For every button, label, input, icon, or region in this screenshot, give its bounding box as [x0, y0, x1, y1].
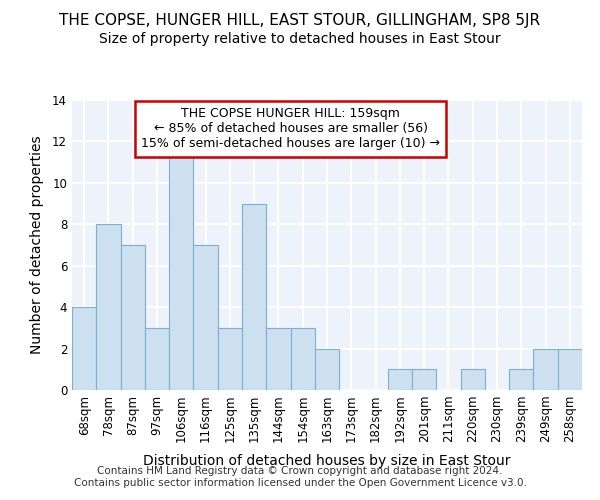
Bar — [461, 370, 485, 390]
Bar — [266, 328, 290, 390]
Bar — [121, 245, 145, 390]
Text: Contains HM Land Registry data © Crown copyright and database right 2024.
Contai: Contains HM Land Registry data © Crown c… — [74, 466, 526, 487]
Bar — [218, 328, 242, 390]
Text: THE COPSE HUNGER HILL: 159sqm
← 85% of detached houses are smaller (56)
15% of s: THE COPSE HUNGER HILL: 159sqm ← 85% of d… — [141, 108, 440, 150]
Bar — [96, 224, 121, 390]
Bar — [509, 370, 533, 390]
Text: THE COPSE, HUNGER HILL, EAST STOUR, GILLINGHAM, SP8 5JR: THE COPSE, HUNGER HILL, EAST STOUR, GILL… — [59, 12, 541, 28]
Bar — [533, 348, 558, 390]
Bar — [558, 348, 582, 390]
Bar — [72, 307, 96, 390]
Y-axis label: Number of detached properties: Number of detached properties — [30, 136, 44, 354]
X-axis label: Distribution of detached houses by size in East Stour: Distribution of detached houses by size … — [143, 454, 511, 468]
Bar — [242, 204, 266, 390]
Text: Size of property relative to detached houses in East Stour: Size of property relative to detached ho… — [99, 32, 501, 46]
Bar — [388, 370, 412, 390]
Bar — [193, 245, 218, 390]
Bar — [145, 328, 169, 390]
Bar — [315, 348, 339, 390]
Bar — [169, 142, 193, 390]
Bar — [290, 328, 315, 390]
Bar — [412, 370, 436, 390]
